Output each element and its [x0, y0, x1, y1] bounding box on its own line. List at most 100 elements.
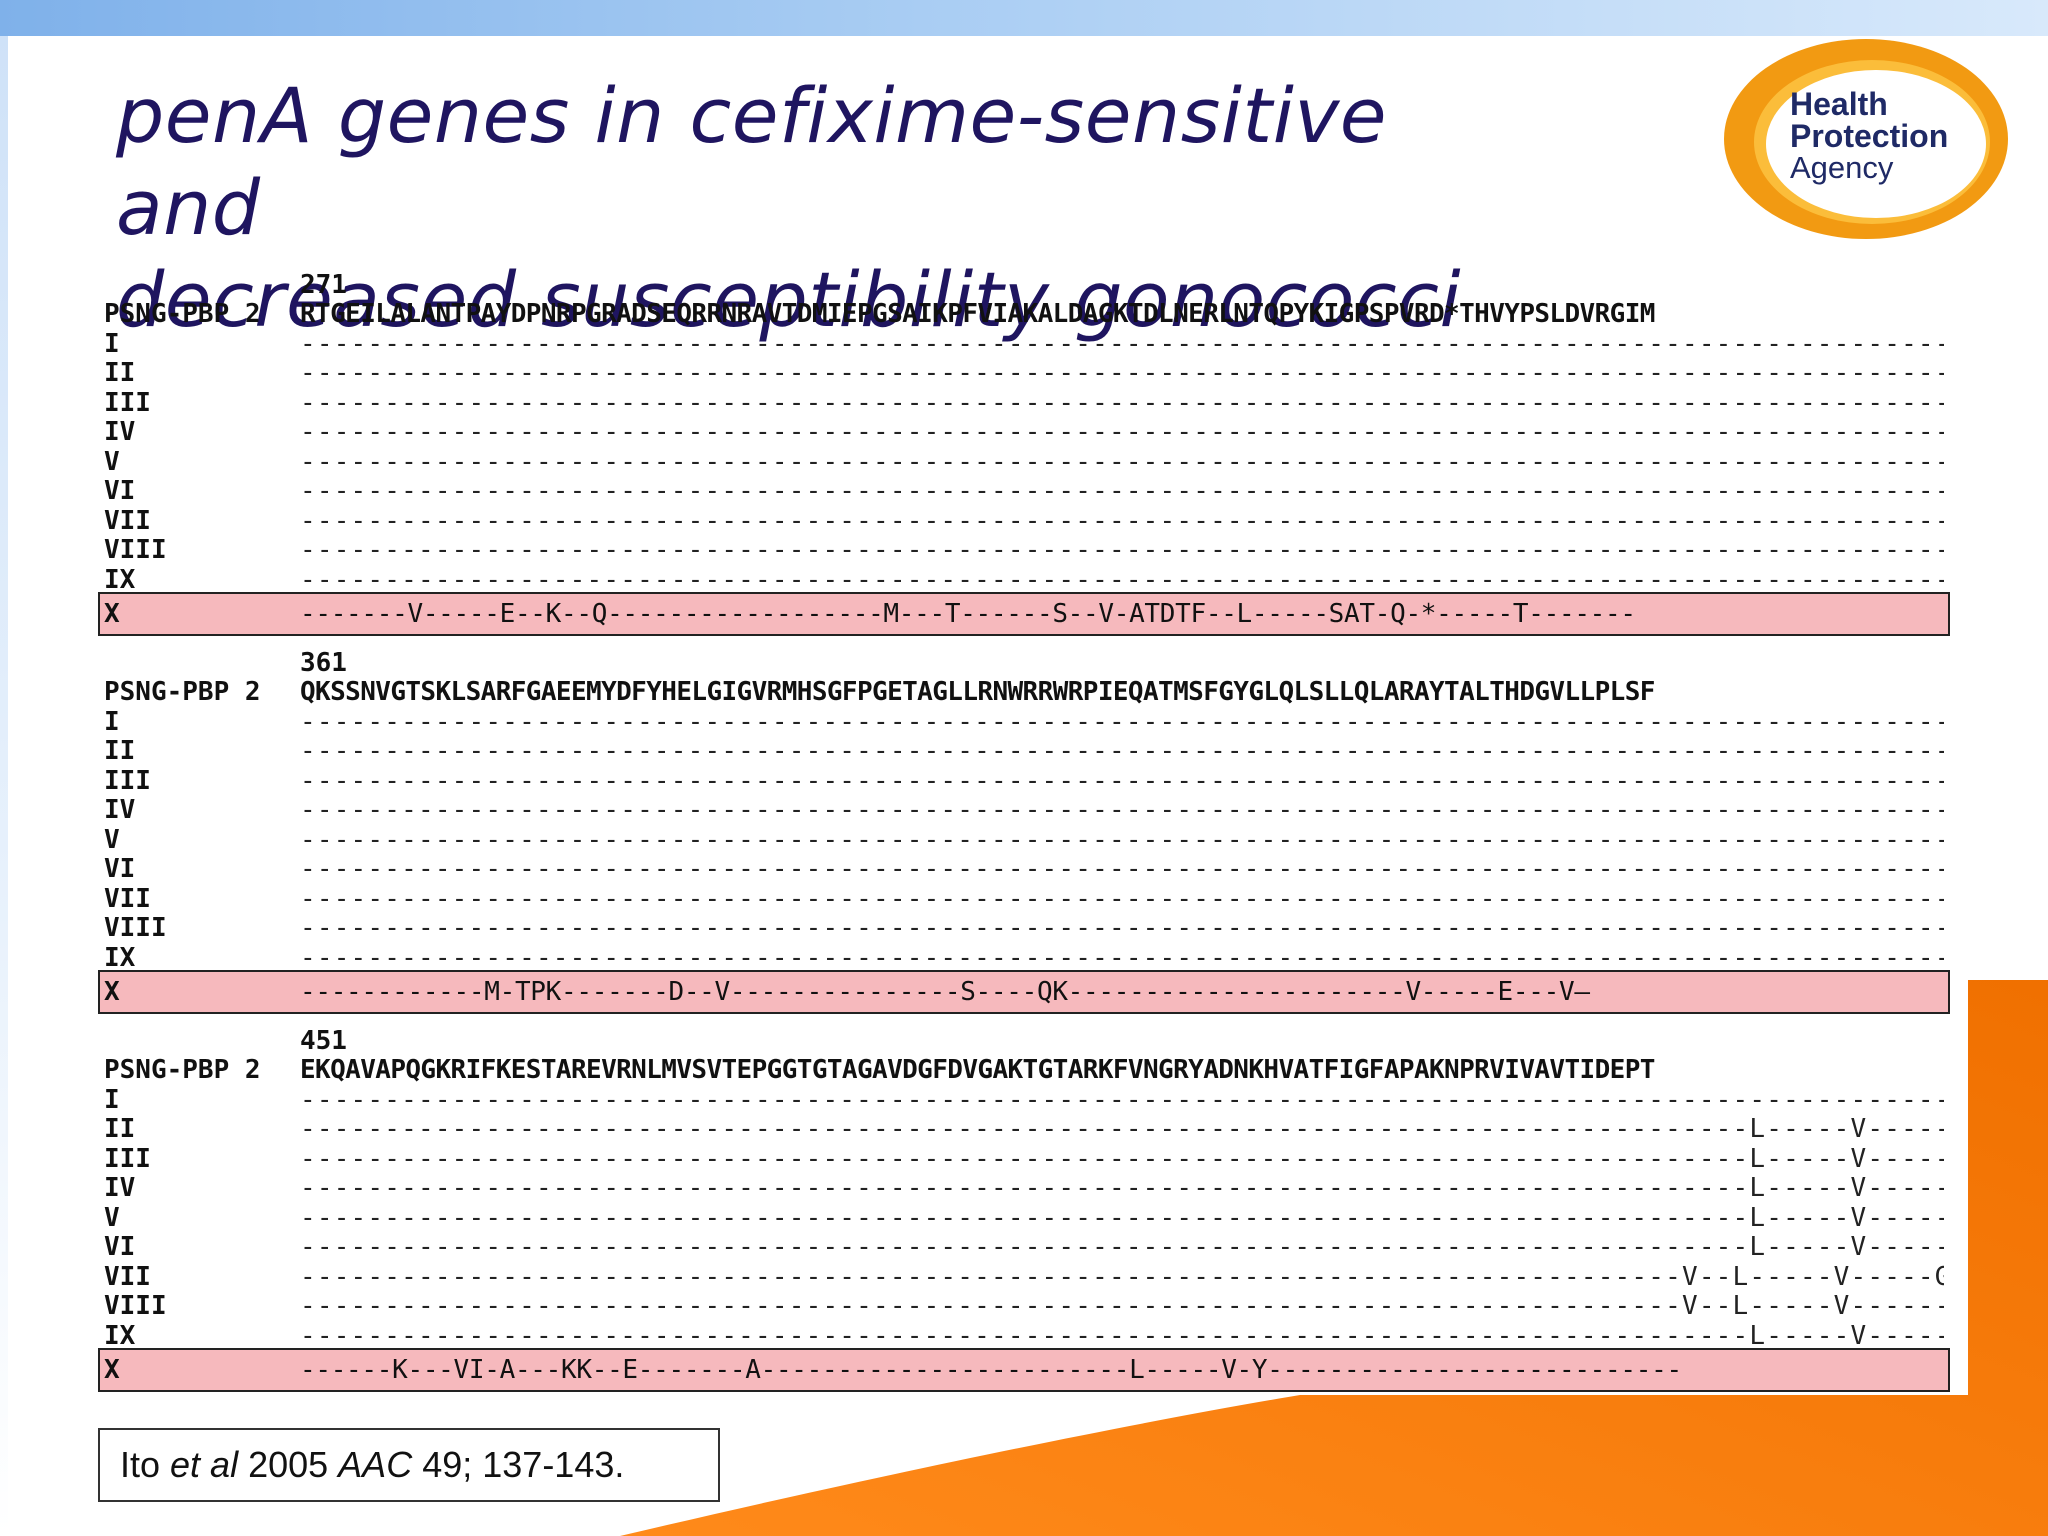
row-label: II: [104, 358, 136, 388]
row-label: X: [104, 1355, 120, 1385]
variant-sequence: ----------------------------------------…: [300, 1292, 1944, 1321]
highlight-band: [98, 1348, 1950, 1392]
variant-sequence: ----------------------------------------…: [300, 1233, 1944, 1262]
variant-sequence: ----------------------------------------…: [300, 766, 1944, 796]
variant-row: VIII ------------------------------------…: [104, 913, 1964, 944]
row-label: X: [104, 599, 120, 629]
variant-sequence: ----------------------------------------…: [300, 418, 1944, 447]
row-label: II: [104, 1114, 136, 1144]
variant-row: VI --------------------------------------…: [104, 854, 1964, 885]
variant-row: VII -------------------------------------…: [104, 1261, 1964, 1293]
variant-row: II --------------------------------------…: [104, 736, 1964, 767]
block-start-position: 361: [300, 648, 347, 678]
variant-sequence: ----------------------------------------…: [300, 359, 1944, 388]
variant-row: VI --------------------------------------…: [104, 476, 1964, 507]
variant-row: IV --------------------------------------…: [104, 417, 1964, 448]
row-label: IX: [104, 1320, 136, 1351]
citation-volume-pages: 49; 137-143.: [412, 1444, 625, 1485]
variant-row: VII -------------------------------------…: [104, 883, 1964, 915]
logo-line-protection: Protection: [1790, 118, 1949, 154]
variant-row: III -------------------------------------…: [104, 388, 1964, 419]
row-label: X: [104, 977, 120, 1007]
row-label: IX: [104, 942, 136, 973]
highlighted-variant-row: X ------K---VI-A---KK--E-------A---------…: [98, 1348, 1964, 1392]
variant-sequence: ----------------------------------------…: [300, 388, 1944, 418]
variant-row: VIII ------------------------------------…: [104, 1291, 1964, 1322]
variant-row: I ---------------------------------------…: [104, 1085, 1964, 1116]
variant-row: II --------------------------------------…: [104, 358, 1964, 389]
row-label: V: [104, 1202, 120, 1233]
alignment-block: 271 PSNG-PBP 2 RTGEILALANTPAYDPNRPGRADSEQR…: [98, 270, 1964, 636]
row-label: VIII: [104, 913, 167, 943]
block-start-position: 451: [300, 1026, 347, 1056]
variant-row: VI --------------------------------------…: [104, 1232, 1964, 1263]
title-line-2: decreased susceptibility gonococci: [116, 255, 1462, 344]
variant-sequence: ------K---VI-A---KK--E-------A----------…: [300, 1355, 1682, 1385]
variant-row: III -------------------------------------…: [104, 1143, 1964, 1175]
top-gradient-bar: [0, 0, 2048, 36]
variant-sequence: ----------------------------------------…: [300, 914, 1944, 943]
variant-sequence: ----------------------------------------…: [300, 796, 1944, 825]
row-label: PSNG-PBP 2: [104, 299, 261, 329]
row-label: VI: [104, 1232, 136, 1262]
row-label: VI: [104, 854, 136, 884]
variant-row: IX --------------------------------------…: [104, 564, 1964, 596]
variant-sequence: ----------------------------------------…: [300, 1144, 1944, 1174]
slide-title: penA genes in cefixime-sensitive and dec…: [116, 70, 1536, 346]
variant-row: IX --------------------------------------…: [104, 942, 1964, 974]
title-gene-name: penA: [116, 71, 314, 160]
row-label: IV: [104, 417, 136, 447]
citation-author: Ito: [120, 1444, 171, 1485]
row-label: I: [104, 706, 120, 737]
row-label: VI: [104, 476, 136, 506]
row-label: IV: [104, 795, 136, 825]
hpa-logo-text: Health Protection Agency: [1790, 88, 1948, 184]
variant-sequence: ----------------------------------------…: [300, 329, 1944, 359]
reference-sequence: RTGEILALANTPAYDPNRPGRADSEQRRNRAVTDMIEPGS…: [300, 300, 1655, 329]
hpa-logo-ring: [1724, 39, 2008, 239]
variant-row: IX --------------------------------------…: [104, 1320, 1964, 1352]
variant-row: I ---------------------------------------…: [104, 706, 1964, 738]
row-label: III: [104, 1143, 151, 1174]
highlight-band: [98, 970, 1950, 1014]
variant-sequence: ----------------------------------------…: [300, 884, 1944, 914]
variant-row: VIII ------------------------------------…: [104, 535, 1964, 566]
alignment-block: 361 PSNG-PBP 2 QKSSNVGTSKLSARFGAEEMYDFYHEL…: [98, 648, 1964, 1014]
row-label: IX: [104, 564, 136, 595]
variant-sequence: ----------------------------------------…: [300, 1203, 1944, 1233]
variant-row: V ---------------------------------------…: [104, 824, 1964, 856]
row-label: IV: [104, 1173, 136, 1203]
citation-box: Ito et al 2005 AAC 49; 137-143.: [98, 1428, 720, 1502]
reference-sequence: QKSSNVGTSKLSARFGAEEMYDFYHELGIGVRMHSGFPGE…: [300, 678, 1655, 707]
variant-sequence: ----------------------------------------…: [300, 855, 1944, 884]
reference-row: PSNG-PBP 2 RTGEILALANTPAYDPNRPGRADSEQRRNR…: [104, 299, 1964, 330]
logo-line-agency: Agency: [1790, 150, 1894, 185]
row-label: VII: [104, 505, 151, 536]
row-label: VII: [104, 883, 151, 914]
reference-sequence: EKQAVAPQGKRIFKESTAREVRNLMVSVTEPGGTGTAGAV…: [300, 1056, 1655, 1085]
variant-sequence: ----------------------------------------…: [300, 737, 1944, 766]
citation-et-al: et al: [170, 1444, 239, 1485]
highlighted-variant-row: X ------------M-TPK-------D--V-----------…: [98, 970, 1964, 1014]
variant-sequence: ----------------------------------------…: [300, 707, 1944, 737]
row-label: I: [104, 328, 120, 359]
variant-sequence: ------------M-TPK-------D--V------------…: [300, 977, 1590, 1007]
variant-sequence: ----------------------------------------…: [300, 506, 1944, 536]
variant-row: IV --------------------------------------…: [104, 795, 1964, 826]
block-start-position: 271: [300, 270, 347, 300]
variant-sequence: ----------------------------------------…: [300, 536, 1944, 565]
variant-sequence: ----------------------------------------…: [300, 565, 1944, 595]
variant-sequence: ----------------------------------------…: [300, 1174, 1944, 1203]
variant-sequence: ----------------------------------------…: [300, 1085, 1944, 1115]
row-label: II: [104, 736, 136, 766]
variant-row: V ---------------------------------------…: [104, 1202, 1964, 1234]
row-label: PSNG-PBP 2: [104, 677, 261, 707]
row-label: VIII: [104, 1291, 167, 1321]
highlight-band: [98, 592, 1950, 636]
row-label: V: [104, 824, 120, 855]
citation-journal: AAC: [338, 1444, 413, 1485]
variant-sequence: ----------------------------------------…: [300, 477, 1944, 506]
row-label: VII: [104, 1261, 151, 1292]
variant-sequence: ----------------------------------------…: [300, 943, 1944, 973]
